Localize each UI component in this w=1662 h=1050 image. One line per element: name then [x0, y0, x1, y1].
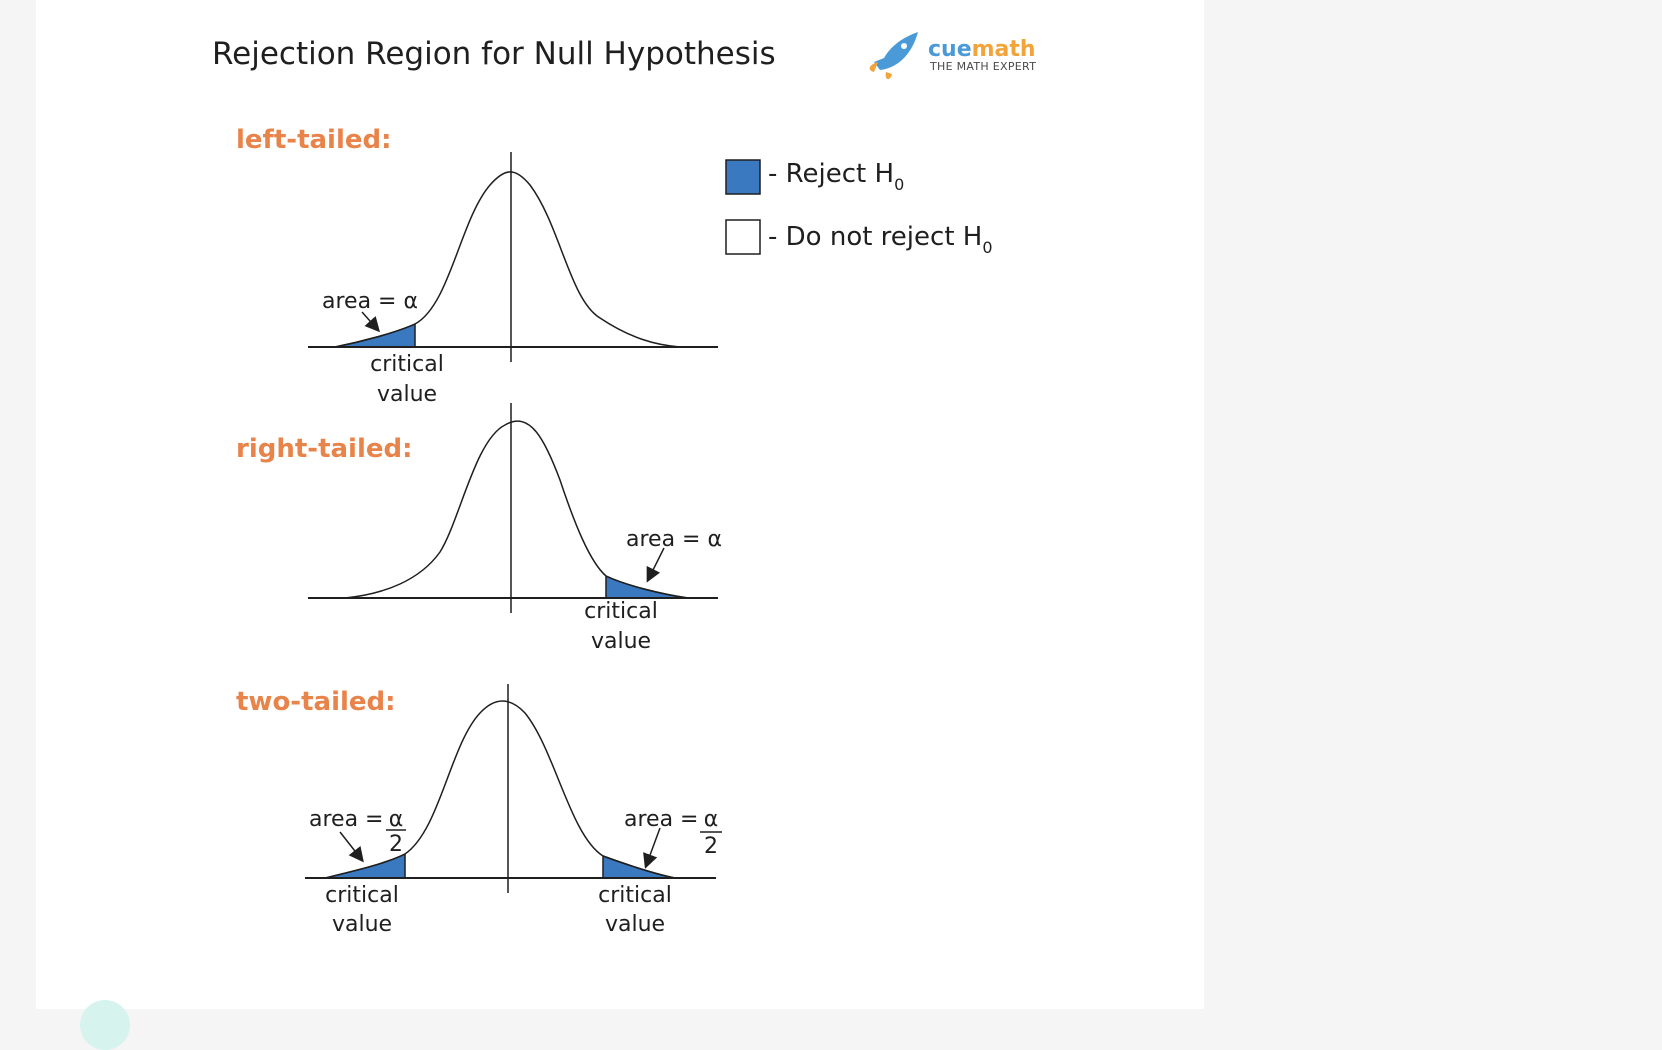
two-left-denominator: 2 — [389, 832, 403, 857]
logo-tagline: THE MATH EXPERT — [929, 60, 1036, 73]
two-right-area-arrow — [643, 827, 661, 869]
right-critical-line1: critical — [584, 599, 658, 624]
legend-reject-label: - Reject H0 — [768, 159, 904, 194]
logo-wordmark: cuemath — [928, 37, 1036, 62]
two-tailed-panel: two-tailed: area = α 2 area = α 2 critic… — [236, 684, 722, 937]
left-tailed-panel: left-tailed: area = α critical value — [236, 125, 718, 407]
two-right-area-prefix: area = — [624, 807, 699, 832]
two-tailed-heading: two-tailed: — [236, 687, 396, 717]
page-title: Rejection Region for Null Hypothesis — [212, 36, 776, 72]
legend-reject-swatch — [725, 159, 761, 195]
two-right-critical-line2: value — [605, 912, 665, 937]
right-sidebar — [1204, 0, 1662, 1009]
left-area-label: area = α — [322, 289, 418, 314]
right-area-arrow — [646, 547, 665, 583]
right-tailed-panel: right-tailed: area = α critical value — [236, 403, 722, 654]
right-area-label: area = α — [626, 527, 722, 552]
two-left-alpha: α — [389, 807, 404, 832]
two-left-critical-line1: critical — [325, 883, 399, 908]
two-left-area-arrow — [339, 831, 364, 863]
two-left-area-prefix: area = — [309, 807, 384, 832]
left-critical-line2: value — [377, 382, 437, 407]
legend-not-reject-label: - Do not reject H0 — [768, 222, 993, 257]
right-tailed-heading: right-tailed: — [236, 434, 413, 464]
two-left-critical-line2: value — [332, 912, 392, 937]
right-tailed-curve — [344, 420, 689, 599]
content-card — [36, 0, 1204, 1009]
left-area-arrow — [361, 311, 380, 333]
right-critical-line2: value — [591, 629, 651, 654]
two-right-critical-line1: critical — [598, 883, 672, 908]
legend: - Reject H0 - Do not reject H0 — [725, 159, 993, 257]
cuemath-logo: cuemath THE MATH EXPERT — [869, 32, 1036, 80]
two-tailed-curve — [324, 700, 676, 879]
left-tailed-heading: left-tailed: — [236, 125, 392, 155]
two-right-alpha: α — [704, 807, 719, 832]
rocket-icon — [869, 32, 918, 80]
left-critical-line1: critical — [370, 352, 444, 377]
two-right-denominator: 2 — [704, 834, 718, 859]
right-tail-region — [605, 574, 689, 599]
left-tailed-curve — [334, 171, 681, 348]
rejection-region-diagram: Rejection Region for Null Hypothesis cue… — [212, 32, 1036, 937]
legend-not-reject-swatch — [725, 219, 761, 255]
